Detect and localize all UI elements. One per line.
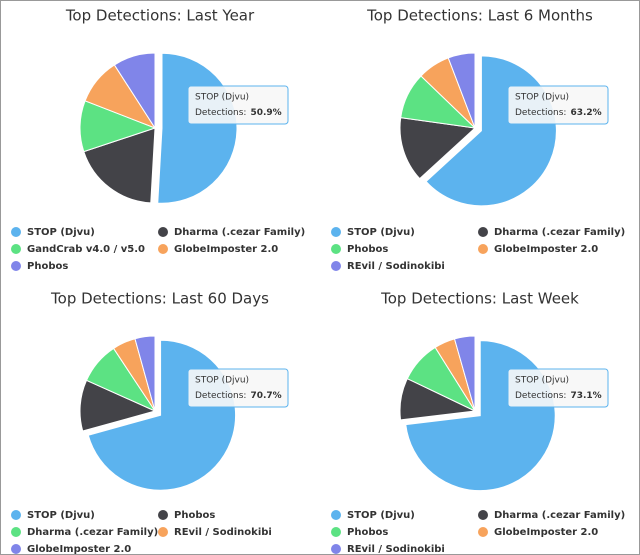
pie-slice — [453, 335, 476, 412]
tooltip-box — [187, 85, 289, 125]
legend-label: STOP (Djvu) — [27, 227, 95, 238]
legend-marker — [11, 510, 21, 520]
legend-label: Phobos — [174, 510, 215, 521]
legend-marker — [11, 544, 21, 554]
legend-label: Phobos — [347, 527, 388, 538]
legend-label: STOP (Djvu) — [347, 227, 415, 238]
tooltip-name: STOP (Djvu) — [515, 376, 569, 386]
tooltip-value: Detections: 63.2% — [515, 108, 602, 118]
tooltip-number: 70.7% — [250, 391, 281, 401]
legend-label: Dharma (.cezar Family) — [494, 227, 625, 238]
chart-title: Top Detections: Last Week — [380, 290, 579, 308]
legend-label: STOP (Djvu) — [27, 510, 95, 521]
legend-label: GlobeImposter 2.0 — [27, 544, 131, 555]
pie-slice — [113, 52, 156, 130]
chart: Top Detections: Last Year STOP (Djvu) Dhar… — [11, 7, 305, 272]
tooltip-number: 73.1% — [570, 391, 601, 401]
legend-marker — [478, 244, 488, 254]
legend-marker — [158, 244, 168, 254]
legend-marker — [158, 527, 168, 537]
legend-marker — [11, 527, 21, 537]
tooltip-box — [507, 85, 609, 125]
chart-title: Top Detections: Last 60 Days — [50, 290, 269, 308]
tooltip-name: STOP (Djvu) — [195, 93, 249, 103]
chart-title: Top Detections: Last 6 Months — [366, 7, 593, 25]
tooltip-label: Detections: — [195, 108, 246, 118]
legend-label: GandCrab v4.0 / v5.0 — [27, 244, 145, 255]
tooltip-value: Detections: 70.7% — [195, 391, 282, 401]
legend-label: GlobeImposter 2.0 — [494, 244, 598, 255]
legend-marker — [478, 527, 488, 537]
legend-marker — [11, 244, 21, 254]
legend-marker — [11, 227, 21, 237]
legend-marker — [331, 544, 341, 554]
legend-label: Phobos — [27, 261, 68, 272]
tooltip-number: 63.2% — [570, 108, 601, 118]
chart: Top Detections: Last 60 Days STOP (Djvu) P… — [11, 290, 289, 555]
legend-marker — [331, 244, 341, 254]
legend-marker — [331, 227, 341, 237]
pie-slice — [399, 117, 477, 180]
legend-label: REvil / Sodinokibi — [347, 261, 445, 272]
tooltip-name: STOP (Djvu) — [195, 376, 249, 386]
pie-slice — [134, 335, 156, 412]
chart: Top Detections: Last Week STOP (Djvu) Dhar… — [331, 290, 625, 555]
chart-title: Top Detections: Last Year — [65, 7, 255, 25]
chart: Top Detections: Last 6 Months STOP (Djvu)… — [331, 7, 625, 272]
legend-marker — [158, 227, 168, 237]
tooltip-box — [187, 368, 289, 408]
legend-label: Phobos — [347, 244, 388, 255]
legend-label: Dharma (.cezar Family) — [494, 510, 625, 521]
tooltip-value: Detections: 73.1% — [515, 391, 602, 401]
legend-marker — [478, 510, 488, 520]
tooltip-value: Detections: 50.9% — [195, 108, 282, 118]
legend-marker — [11, 261, 21, 271]
tooltip-box — [507, 368, 609, 408]
tooltip-label: Detections: — [515, 108, 566, 118]
pie-slice — [447, 52, 476, 129]
legend-marker — [331, 527, 341, 537]
legend-marker — [478, 227, 488, 237]
legend-label: GlobeImposter 2.0 — [174, 244, 278, 255]
legend-label: Dharma (.cezar Family) — [27, 527, 158, 538]
legend-label: Dharma (.cezar Family) — [174, 227, 305, 238]
legend-label: REvil / Sodinokibi — [174, 527, 272, 538]
legend-label: GlobeImposter 2.0 — [494, 527, 598, 538]
tooltip-number: 50.9% — [250, 108, 281, 118]
tooltip-label: Detections: — [515, 391, 566, 401]
tooltip-name: STOP (Djvu) — [515, 93, 569, 103]
legend-label: STOP (Djvu) — [347, 510, 415, 521]
legend-marker — [331, 510, 341, 520]
pie-slice — [83, 127, 156, 204]
legend-marker — [331, 261, 341, 271]
legend-marker — [158, 510, 168, 520]
legend-label: REvil / Sodinokibi — [347, 544, 445, 555]
tooltip-label: Detections: — [195, 391, 246, 401]
